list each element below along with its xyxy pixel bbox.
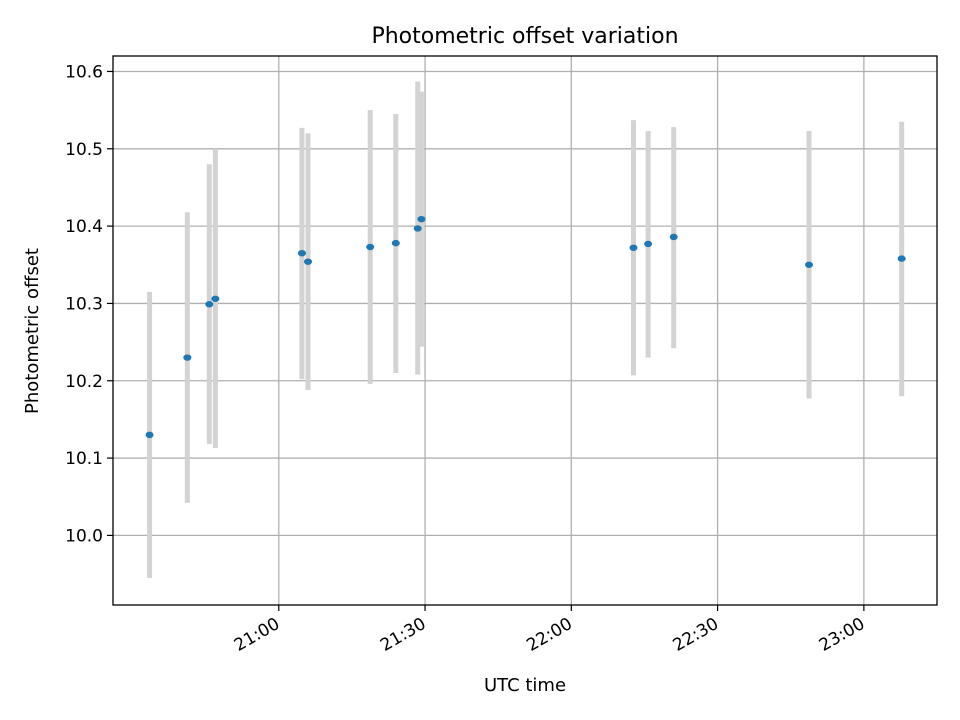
data-point: [211, 295, 220, 302]
data-point: [297, 249, 306, 257]
data-point: [897, 255, 906, 262]
y-tick-label: 10.4: [65, 217, 103, 237]
plot-frame: [112, 55, 938, 606]
grid: [113, 56, 937, 605]
y-tick-label: 10.5: [65, 140, 103, 160]
data-points: [145, 215, 906, 439]
data-point: [805, 261, 814, 268]
x-axis-label: UTC time: [484, 675, 566, 696]
y-axis: 10.0 10.1 10.2 10.3 10.4 10.5 10.6: [65, 62, 113, 546]
data-point: [304, 258, 313, 265]
y-tick-label: 10.3: [65, 294, 103, 314]
data-point: [205, 301, 214, 308]
chart-title: Photometric offset variation: [371, 24, 678, 49]
data-point: [145, 431, 154, 439]
data-point: [417, 215, 426, 223]
data-point: [644, 240, 653, 248]
data-point: [629, 244, 638, 251]
y-tick-label: 10.2: [65, 372, 103, 392]
y-tick-label: 10.1: [65, 449, 103, 469]
data-point: [391, 239, 400, 247]
y-tick-label: 10.6: [65, 62, 103, 82]
y-tick-label: 10.0: [65, 526, 103, 546]
data-point: [413, 225, 422, 232]
y-axis-label: Photometric offset: [22, 248, 43, 414]
data-point: [183, 354, 192, 361]
data-point: [366, 243, 375, 251]
data-point: [669, 233, 678, 241]
